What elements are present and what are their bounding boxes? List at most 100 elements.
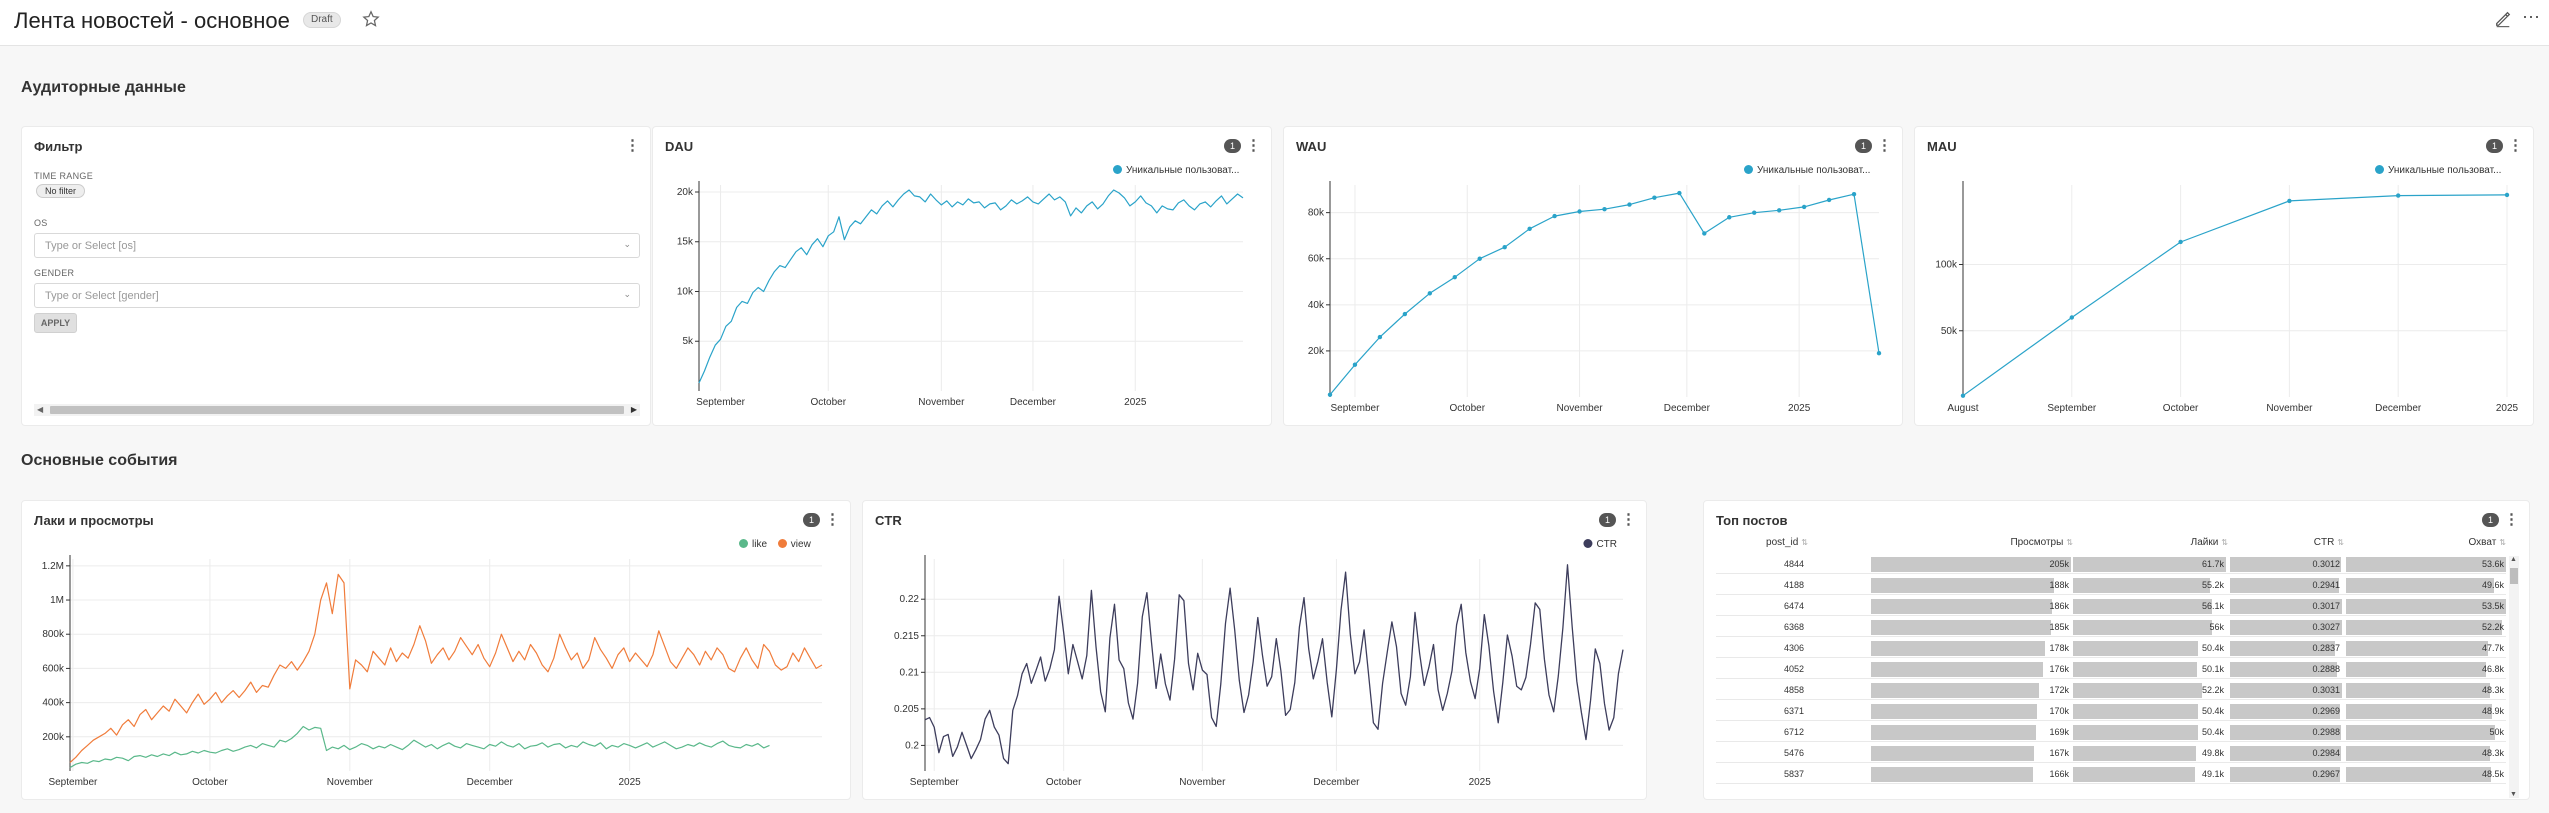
series-line-Уникальные пользоват... [1329,192,1880,396]
card-menu-icon[interactable]: ⋮ [625,137,640,154]
vertical-scrollbar[interactable]: ▲ ▼ [2509,556,2519,798]
card-menu-icon[interactable]: ⋮ [825,511,840,528]
apply-button[interactable]: APPLY [34,313,77,333]
table-row[interactable]: 6712 169k 50.4k 0.2988 50k [1716,724,2506,742]
cell-bar [2230,767,2341,782]
series-line-Уникальные пользоват... [1962,194,2508,397]
filter-count-badge[interactable]: 1 [802,513,820,527]
scroll-down-icon[interactable]: ▼ [2510,791,2517,798]
table-row[interactable]: 4188 188k 55.2k 0.2941 49.6k [1716,577,2506,595]
os-select[interactable]: Type or Select [os] ⌄ [34,233,640,258]
card-menu-icon[interactable]: ⋮ [2508,137,2523,154]
table-cell: 205k [2049,559,2069,569]
data-point [2069,315,2074,320]
legend-label[interactable]: Уникальные пользоват... [1126,165,1240,176]
cell-bar [2346,662,2486,677]
sort-icon[interactable]: ⇅ [2499,538,2506,547]
top-posts-card: Топ постов 1 ⋮ 4844 205k 61.7k 0.3012 53.6k 4… [1703,500,2530,800]
legend-dot-icon [2375,165,2384,174]
card-menu-icon[interactable]: ⋮ [1246,137,1261,154]
card-menu-icon[interactable]: ⋮ [1877,137,1892,154]
edit-icon[interactable] [2494,10,2512,28]
table-cell: 4844 [1783,559,1804,569]
column-header[interactable]: Охват ⇅ [2386,537,2507,548]
filter-count-badge[interactable]: 1 [2485,139,2503,153]
table-cell: 50k [2489,727,2504,737]
scrollbar-thumb[interactable] [50,406,624,414]
cell-bar [2073,746,2197,761]
cell-bar [1871,578,2055,593]
legend-label[interactable]: Уникальные пользоват... [1757,165,1871,176]
table-row[interactable]: 6474 186k 56.1k 0.3017 53.5k [1716,598,2506,616]
y-tick-label: 0.22 [900,594,920,605]
column-header-label: Лайки [2190,537,2219,548]
table-cell: 50.4k [2201,706,2224,716]
scroll-right-icon[interactable]: ▶ [630,405,637,414]
x-tick-label: September [48,777,98,788]
legend-label-view[interactable]: view [790,539,811,550]
card-menu-icon[interactable]: ⋮ [2504,511,2519,528]
cell-bar [1871,683,2039,698]
table-row[interactable]: 4306 178k 50.4k 0.2837 47.7k [1716,640,2506,658]
data-point [1776,208,1782,213]
legend-label[interactable]: Уникальные пользоват... [2388,165,2502,176]
table-cell: 4188 [1783,580,1804,590]
table-cell: 0.2984 [2312,748,2340,758]
cell-bar [1871,704,2037,719]
column-header[interactable]: CTR ⇅ [2224,537,2344,548]
table-row[interactable]: 4844 205k 61.7k 0.3012 53.6k [1716,556,2506,574]
more-icon[interactable]: ⋯ [2522,7,2541,27]
y-tick-label: 200k [42,732,65,743]
filter-count-badge[interactable]: 1 [1598,513,1616,527]
scrollbar-thumb[interactable] [2510,568,2518,584]
table-row[interactable]: 5476 167k 49.8k 0.2984 48.3k [1716,745,2506,763]
table-row[interactable]: 5837 166k 49.1k 0.2967 48.5k [1716,766,2506,784]
column-header-label: Охват [2468,537,2497,548]
x-tick-label: December [1313,777,1360,788]
table-cell: 0.2969 [2312,706,2340,716]
table-row[interactable]: 4858 172k 52.2k 0.3031 48.3k [1716,682,2506,700]
y-tick-label: 600k [42,663,65,674]
scroll-left-icon[interactable]: ◀ [37,405,44,414]
sort-icon[interactable]: ⇅ [2221,538,2228,547]
filter-count-badge[interactable]: 1 [1854,139,1872,153]
horizontal-scrollbar[interactable]: ◀ ▶ [34,404,640,416]
cell-bar [2073,599,2213,614]
table-cell: 0.3027 [2312,622,2340,632]
table-row[interactable]: 4052 176k 50.1k 0.2888 46.8k [1716,661,2506,679]
star-icon[interactable] [362,10,380,28]
time-range-label: TIME RANGE [34,171,94,181]
sort-icon[interactable]: ⇅ [2337,538,2344,547]
table-cell: 49.1k [2201,769,2224,779]
table-cell: 4306 [1783,643,1804,653]
y-tick-label: 100k [1935,260,1958,271]
column-header[interactable]: post_id ⇅ [1704,537,1808,548]
x-tick-label: October [192,777,228,788]
time-range-value[interactable]: No filter [36,184,86,198]
table-row[interactable]: 6368 185k 56k 0.3027 52.2k [1716,619,2506,637]
table-cell: 176k [2049,664,2069,674]
y-tick-label: 0.205 [894,704,919,715]
x-tick-label: December [2375,403,2422,414]
cell-bar [2346,641,2489,656]
column-header[interactable]: Просмотры ⇅ [1953,537,2073,548]
table-row[interactable]: 6371 170k 50.4k 0.2969 48.9k [1716,703,2506,721]
filter-count-badge[interactable]: 1 [2481,513,2499,527]
cell-bar [2346,725,2496,740]
table-cell: 48.9k [2481,706,2504,716]
sort-icon[interactable]: ⇅ [2066,538,2073,547]
gender-select[interactable]: Type or Select [gender] ⌄ [34,283,640,308]
scroll-up-icon[interactable]: ▲ [2510,556,2517,563]
sort-icon[interactable]: ⇅ [1801,538,1808,547]
cell-bar [2073,683,2203,698]
cell-bar [1871,557,2071,572]
legend-dot-icon [1744,165,1753,174]
filter-count-badge[interactable]: 1 [1223,139,1241,153]
legend-label-like[interactable]: like [752,539,768,550]
data-point [1627,202,1632,207]
column-header[interactable]: Лайки ⇅ [2108,537,2228,548]
table-cell: 178k [2049,643,2069,653]
legend-label[interactable]: CTR [1596,539,1617,550]
card-menu-icon[interactable]: ⋮ [1621,511,1636,528]
dashboard-title[interactable]: Лента новостей - основное [14,8,290,33]
